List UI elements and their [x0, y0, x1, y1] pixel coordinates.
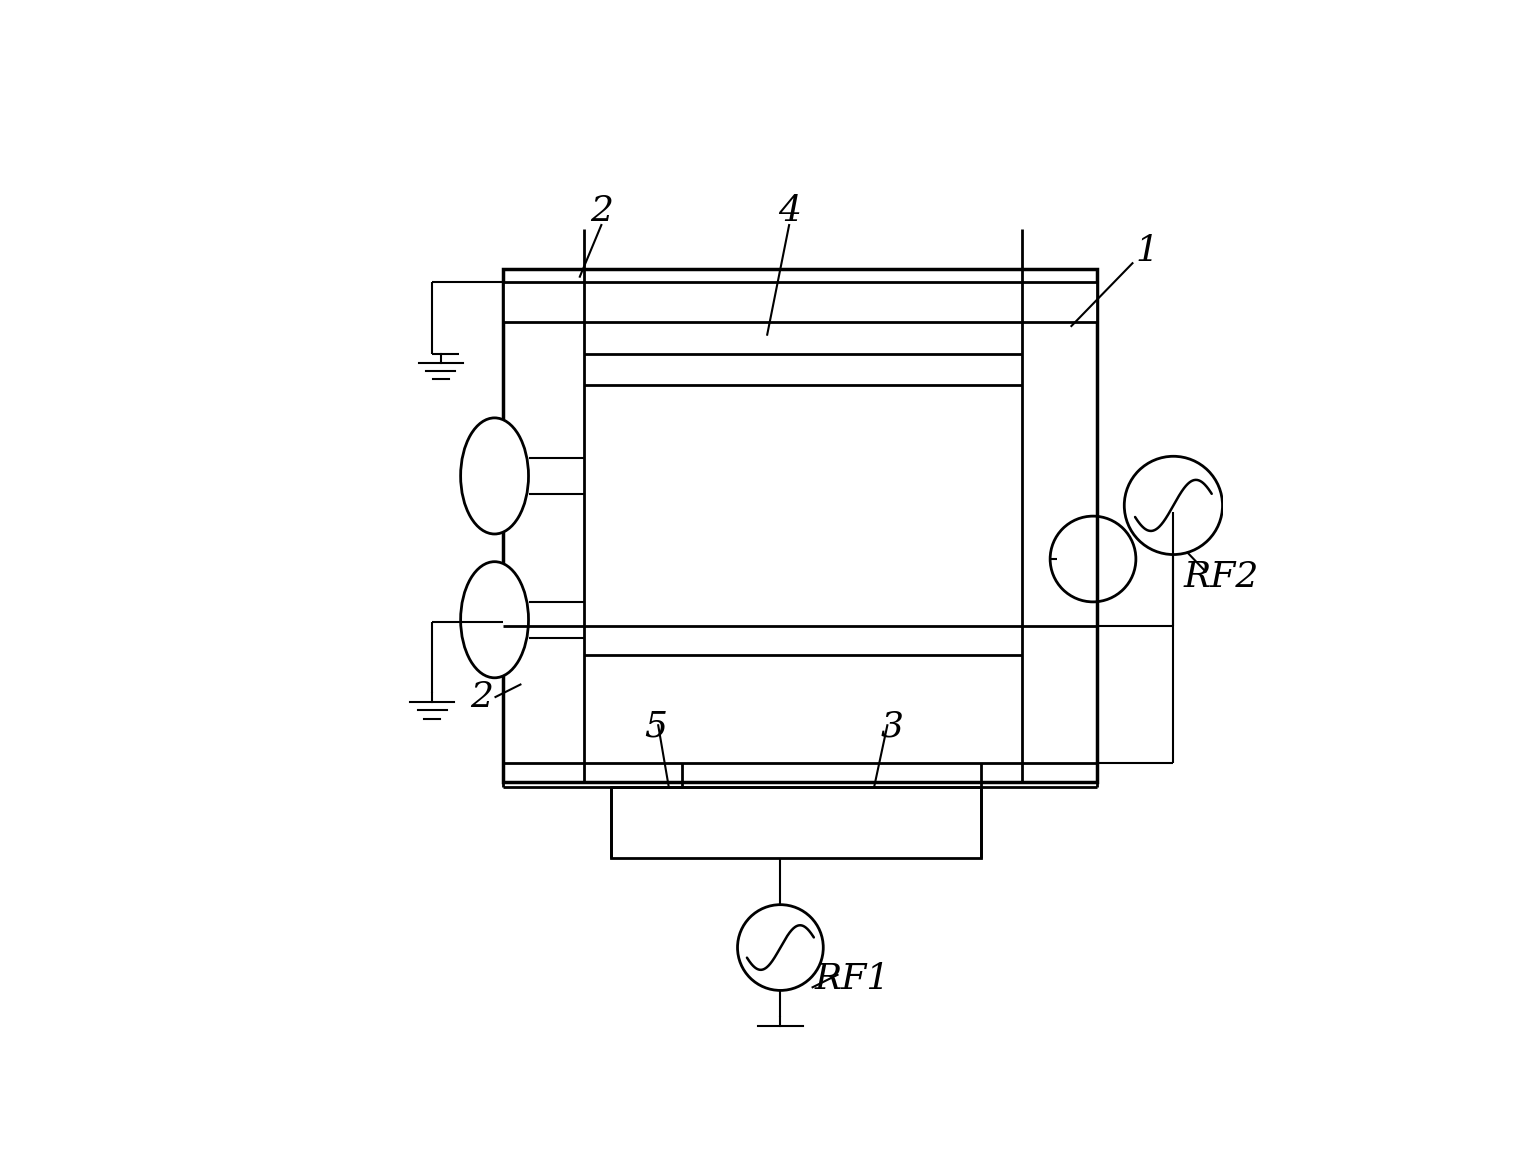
Bar [610, 786, 981, 858]
Text: RF1: RF1 [815, 962, 890, 995]
Bar [504, 282, 1098, 322]
Text: 2: 2 [469, 681, 492, 715]
Text: 2: 2 [590, 194, 613, 227]
Text: 3: 3 [881, 710, 904, 744]
Ellipse shape [460, 561, 528, 677]
Text: 1: 1 [1136, 234, 1158, 268]
Text: 4: 4 [778, 194, 801, 227]
Bar [504, 269, 1098, 782]
Text: 5: 5 [643, 710, 666, 744]
Text: RF2: RF2 [1182, 560, 1258, 594]
Ellipse shape [460, 418, 528, 534]
